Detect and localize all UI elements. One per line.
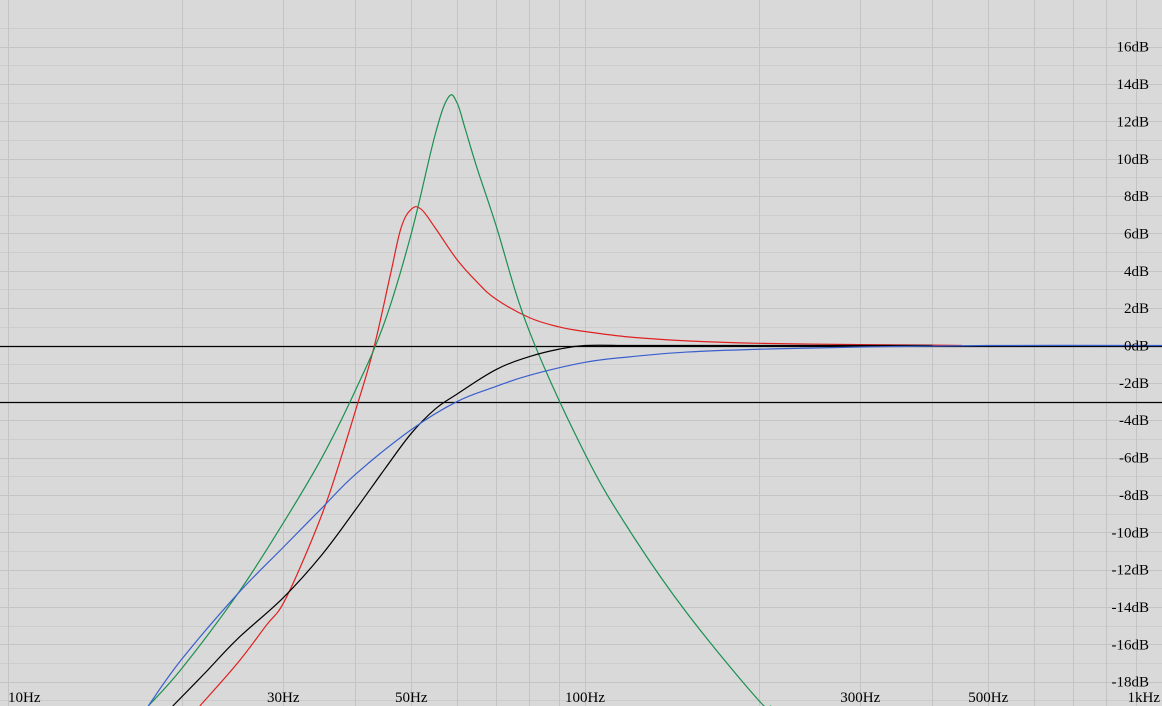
y-tick-label: -16dB	[1112, 637, 1150, 653]
series-line-3	[172, 344, 933, 706]
x-tick-label: 500Hz	[968, 690, 1008, 706]
y-tick-label: -14dB	[1112, 600, 1150, 616]
y-tick-label: 14dB	[1116, 77, 1149, 93]
series-group	[147, 94, 1162, 706]
y-tick-label: 4dB	[1124, 264, 1149, 280]
series-line-4	[147, 344, 1162, 706]
series-line-1	[199, 206, 962, 706]
x-tick-label: 30Hz	[267, 690, 300, 706]
series-line-2	[147, 94, 772, 706]
x-tick-labels: 10Hz 30Hz 50Hz 100Hz 300Hz 500Hz 1kHz	[8, 690, 1160, 706]
y-tick-label: 0dB	[1124, 339, 1149, 355]
y-tick-label: 2dB	[1124, 301, 1149, 317]
y-tick-label: -12dB	[1112, 563, 1150, 579]
x-tick-label: 50Hz	[395, 690, 428, 706]
y-tick-label: 10dB	[1116, 152, 1149, 168]
y-tick-label: -8dB	[1119, 488, 1149, 504]
x-tick-label: 300Hz	[840, 690, 880, 706]
y-tick-label: 12dB	[1116, 114, 1149, 130]
reference-lines	[0, 345, 1162, 404]
y-tick-labels: 16dB 14dB 12dB 10dB 8dB 6dB 4dB 2dB 0dB -2dB -4dB -…	[1112, 40, 1150, 691]
x-tick-label: 1kHz	[1128, 690, 1161, 706]
y-tick-label: -6dB	[1119, 451, 1149, 467]
y-tick-label: -2dB	[1119, 376, 1149, 392]
x-tick-label: 100Hz	[565, 690, 605, 706]
y-tick-label: -18dB	[1112, 675, 1150, 691]
x-tick-label: 10Hz	[8, 690, 41, 706]
y-tick-label: -10dB	[1112, 525, 1150, 541]
y-tick-label: -4dB	[1119, 413, 1149, 429]
y-tick-label: 6dB	[1124, 226, 1149, 242]
y-tick-label: 16dB	[1116, 40, 1149, 56]
y-tick-label: 8dB	[1124, 189, 1149, 205]
